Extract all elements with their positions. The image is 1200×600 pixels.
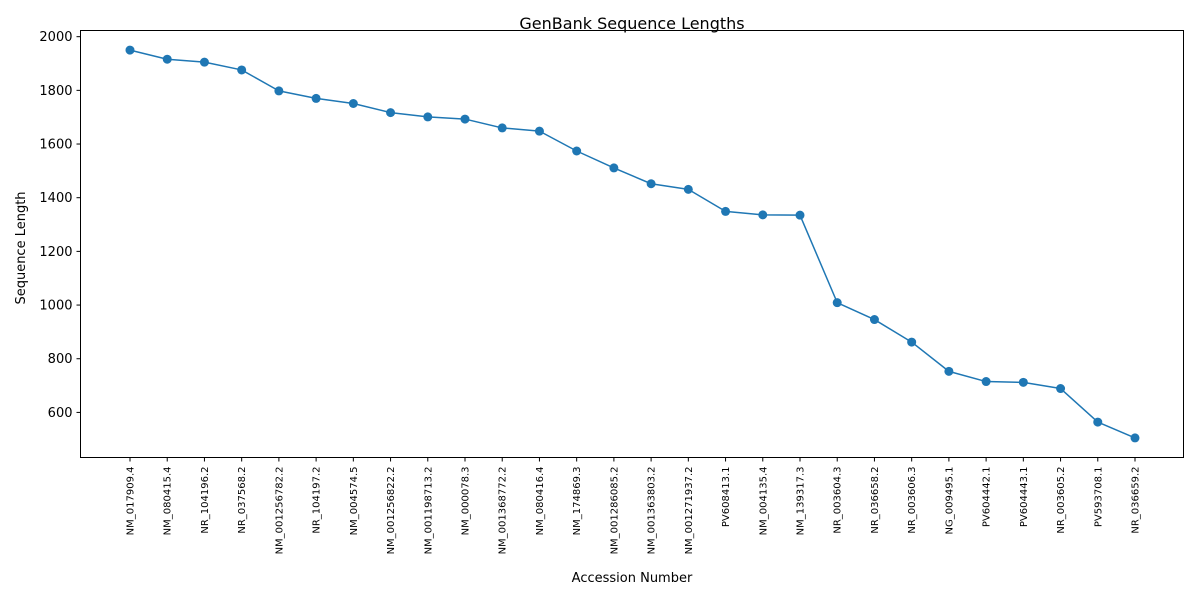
x-tick-label: NM_017909.4: [126, 467, 137, 536]
data-point: [758, 210, 768, 220]
data-point: [721, 206, 731, 216]
data-point: [646, 179, 656, 189]
x-tick-label: NR_104196.2: [200, 467, 211, 534]
data-point: [981, 377, 991, 387]
x-tick-label: NM_001368772.2: [498, 467, 509, 555]
y-tick-label: 1400: [39, 191, 72, 206]
data-point: [1056, 384, 1066, 394]
chart-title: GenBank Sequence Lengths: [519, 14, 744, 33]
series-layer: [125, 45, 1140, 443]
data-point: [311, 93, 321, 103]
data-point: [125, 45, 135, 55]
x-tick-label: NR_036659.2: [1131, 467, 1142, 534]
x-tick-label: PV593708.1: [1093, 467, 1104, 528]
data-point: [944, 366, 954, 376]
x-tick-label: NM_080416.4: [535, 467, 546, 536]
data-point: [460, 114, 470, 124]
data-point: [386, 108, 396, 118]
data-point: [572, 146, 582, 156]
x-tick-label: NR_037568.2: [237, 467, 248, 534]
x-tick-label: NM_001256822.2: [386, 467, 397, 555]
data-point: [1130, 433, 1140, 443]
y-axis-title: Sequence Length: [14, 191, 29, 304]
x-tick-label: NG_009495.1: [944, 467, 955, 535]
x-tick-label: NM_001271937.2: [684, 467, 695, 555]
y-tick-label: 1200: [39, 245, 72, 260]
data-point: [274, 86, 284, 96]
data-point: [497, 123, 507, 133]
y-tick-label: 2000: [39, 30, 72, 45]
x-tick-label: NM_001198713.2: [423, 467, 434, 555]
x-tick-label: NM_001286085.2: [609, 467, 620, 555]
data-point: [237, 65, 247, 75]
x-tick-label: NM_001363803.2: [647, 467, 658, 555]
plot-frame: [80, 30, 1184, 458]
data-point: [683, 184, 693, 194]
data-point: [869, 315, 879, 325]
ticks-layer: 600 800 1000 1200 1400 1600 1800 2000 NM_017909.…: [39, 30, 1141, 554]
y-tick-label: 800: [48, 352, 73, 367]
x-tick-label: NR_104197.2: [312, 467, 323, 534]
x-tick-label: NR_003606.3: [907, 467, 918, 534]
x-tick-label: NM_004135.4: [758, 467, 769, 536]
y-tick-label: 1600: [39, 138, 72, 153]
data-point: [534, 126, 544, 136]
data-point: [199, 57, 209, 67]
x-tick-label: PV604443.1: [1019, 467, 1030, 528]
x-tick-label: PV604442.1: [982, 467, 993, 528]
series-line: [129, 49, 1136, 439]
x-axis-title: Accession Number: [572, 571, 693, 586]
data-point: [795, 210, 805, 220]
x-tick-label: NR_003604.3: [833, 467, 844, 534]
x-tick-label: NM_139317.3: [796, 467, 807, 536]
y-tick-label: 1800: [39, 84, 72, 99]
x-tick-label: NM_080415.4: [163, 467, 174, 536]
data-point: [348, 99, 358, 108]
data-point: [832, 298, 842, 308]
y-tick-label: 1000: [39, 299, 72, 314]
data-point: [1093, 417, 1103, 427]
x-tick-label: NM_174869.3: [572, 467, 583, 536]
data-point: [907, 337, 917, 347]
data-point: [1018, 377, 1028, 387]
x-tick-label: NR_036658.2: [870, 467, 881, 534]
x-tick-label: NM_001256782.2: [274, 467, 285, 555]
data-point: [423, 112, 433, 122]
x-tick-label: NM_004574.5: [349, 467, 360, 536]
x-tick-label: PV608413.1: [721, 467, 732, 528]
data-point: [162, 54, 172, 64]
y-tick-label: 600: [48, 406, 73, 421]
x-tick-label: NM_000078.3: [461, 467, 472, 536]
x-tick-label: NR_003605.2: [1056, 467, 1067, 534]
data-point: [609, 163, 619, 173]
